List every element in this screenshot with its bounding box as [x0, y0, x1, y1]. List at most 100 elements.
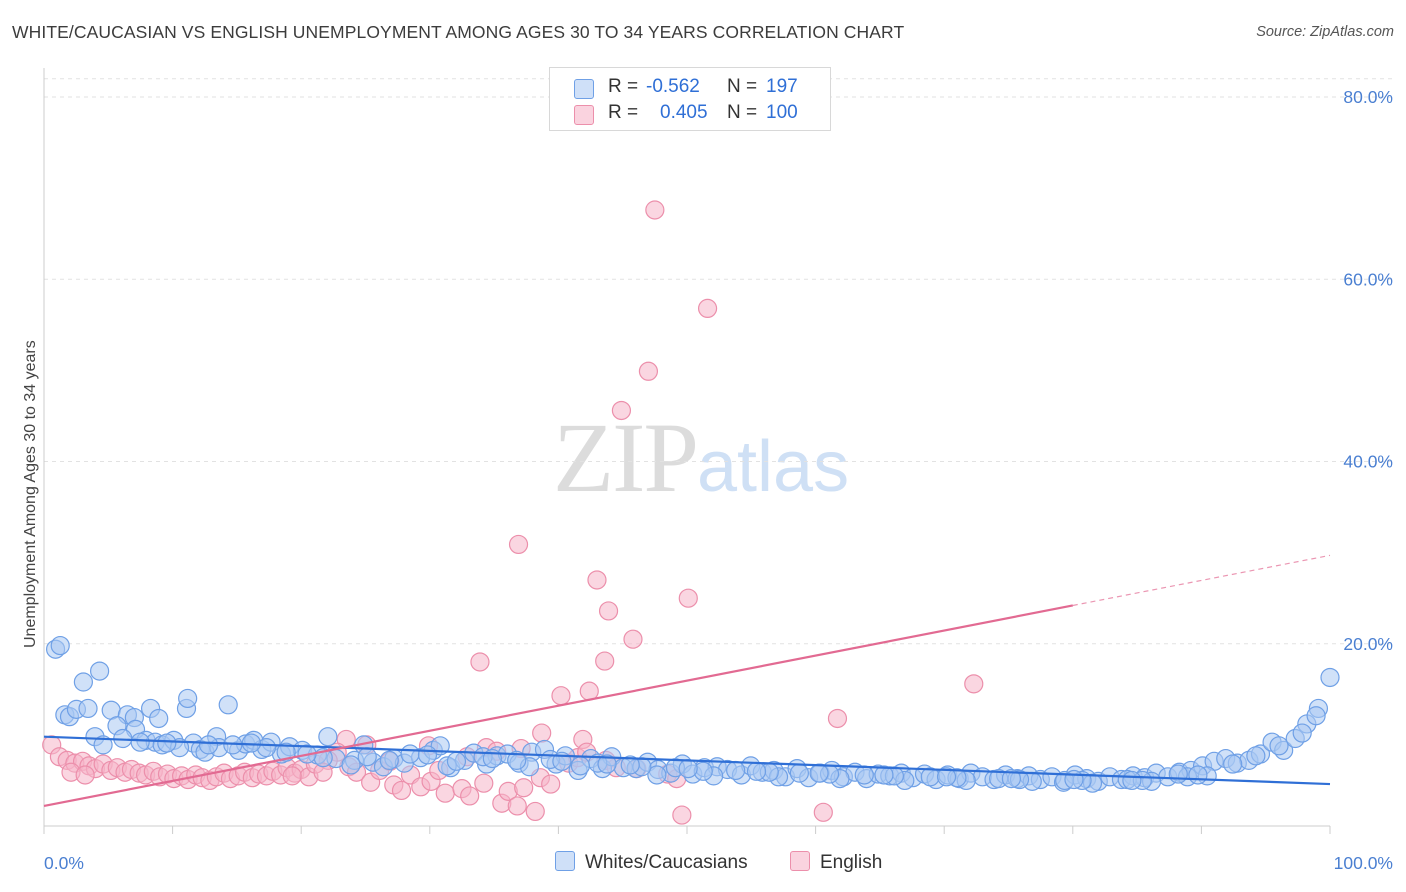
- white-point: [597, 754, 617, 774]
- english-point: [282, 766, 302, 786]
- white-point: [936, 767, 957, 787]
- white-point: [1246, 746, 1266, 766]
- legend-n-value: 197: [766, 76, 798, 97]
- white-point: [570, 756, 591, 776]
- bottom-legend-swatch-english: [790, 851, 810, 871]
- white-point: [1168, 764, 1188, 784]
- white-point: [678, 758, 698, 779]
- white-point: [1122, 770, 1142, 791]
- axes: [43, 68, 1331, 834]
- legend-r-value: -0.562: [646, 76, 700, 97]
- english-point: [638, 361, 659, 381]
- white-point: [93, 735, 113, 755]
- english-point: [587, 570, 607, 590]
- white-point: [854, 765, 874, 785]
- white-point: [400, 744, 420, 764]
- white-point: [417, 745, 438, 765]
- english-point: [697, 298, 718, 319]
- y-axis-label: Unemployment Among Ages 30 to 34 years: [22, 340, 39, 648]
- english-point: [678, 588, 698, 608]
- white-point: [726, 760, 746, 781]
- white-point: [1320, 667, 1340, 688]
- x-tick-label: 0.0%: [44, 853, 84, 873]
- y-tick-label: 80.0%: [1343, 87, 1393, 107]
- white-point: [1292, 723, 1312, 743]
- grid-lines: [44, 78, 1392, 645]
- y-tick-label: 60.0%: [1343, 269, 1393, 289]
- english-point: [532, 723, 552, 743]
- white-point: [1001, 769, 1021, 789]
- white-point: [50, 635, 70, 656]
- white-point: [379, 750, 399, 770]
- english-point: [474, 773, 494, 793]
- bottom-legend-english: English: [790, 851, 882, 874]
- source-label: Source: ZipAtlas.com: [1256, 24, 1394, 40]
- english-point: [507, 796, 527, 816]
- y-tick-label: 20.0%: [1343, 634, 1393, 654]
- white-point: [1188, 765, 1208, 785]
- english-point: [435, 783, 455, 803]
- english-point: [470, 652, 490, 672]
- english-point: [595, 651, 615, 671]
- english-point: [813, 802, 833, 822]
- bottom-legend-swatch-whites: [555, 851, 575, 871]
- chart-title: WHITE/CAUCASIAN VS ENGLISH UNEMPLOYMENT …: [12, 22, 905, 42]
- english-point: [611, 400, 632, 421]
- white-point: [90, 661, 110, 681]
- white-point: [149, 708, 169, 729]
- legend-n-label: N =: [727, 76, 758, 97]
- white-point: [507, 750, 527, 770]
- white-point: [1306, 706, 1326, 726]
- legend-r-label: R =: [608, 76, 639, 97]
- white-point: [357, 747, 377, 767]
- legend-n-label: N =: [727, 102, 758, 123]
- white-point: [218, 695, 238, 715]
- white-point: [78, 698, 98, 719]
- white-point: [620, 755, 640, 775]
- bottom-legend-whites: Whites/Caucasians: [555, 851, 748, 874]
- legend-swatch-english: [574, 105, 594, 125]
- white-point: [647, 765, 667, 785]
- legend-r-label: R =: [608, 102, 639, 123]
- whites-trend-line: [43, 735, 1331, 786]
- english-point: [525, 801, 545, 822]
- white-point: [746, 761, 767, 781]
- english-point: [460, 786, 480, 806]
- white-point: [1269, 736, 1289, 756]
- bottom-legend-label-whites: Whites/Caucasians: [585, 852, 748, 873]
- legend: R = -0.562 N = 197 R = 0.405 N = 100: [549, 67, 831, 131]
- white-point: [874, 765, 894, 785]
- english-point: [391, 780, 412, 801]
- english-trend-extension: [1072, 554, 1331, 607]
- white-point: [341, 755, 361, 775]
- english-points: [42, 200, 984, 825]
- white-point: [809, 763, 829, 783]
- english-point: [541, 774, 561, 794]
- watermark: ZIPatlas: [553, 400, 849, 515]
- trend-lines: [43, 554, 1331, 808]
- english-trend-line: [43, 604, 1074, 808]
- english-point: [645, 200, 665, 220]
- english-point: [551, 686, 571, 706]
- legend-n-value: 100: [766, 102, 798, 123]
- white-point: [130, 732, 150, 752]
- white-point: [276, 742, 296, 762]
- english-point: [508, 534, 529, 555]
- bottom-legend-label-english: English: [820, 852, 883, 873]
- white-point: [178, 688, 198, 709]
- white-point: [157, 733, 177, 753]
- english-point: [672, 805, 692, 825]
- legend-swatch-whites: [574, 79, 594, 99]
- watermark-zip: ZIP: [553, 402, 699, 513]
- x-tick-label: 100.0%: [1334, 853, 1393, 873]
- watermark-atlas: atlas: [697, 427, 850, 507]
- legend-r-value: 0.405: [660, 102, 708, 123]
- english-point: [75, 765, 95, 785]
- white-point: [446, 751, 467, 771]
- english-point: [514, 778, 534, 798]
- y-tick-label: 40.0%: [1343, 452, 1393, 472]
- english-point: [598, 601, 619, 621]
- white-point: [318, 727, 338, 747]
- english-point: [623, 629, 643, 649]
